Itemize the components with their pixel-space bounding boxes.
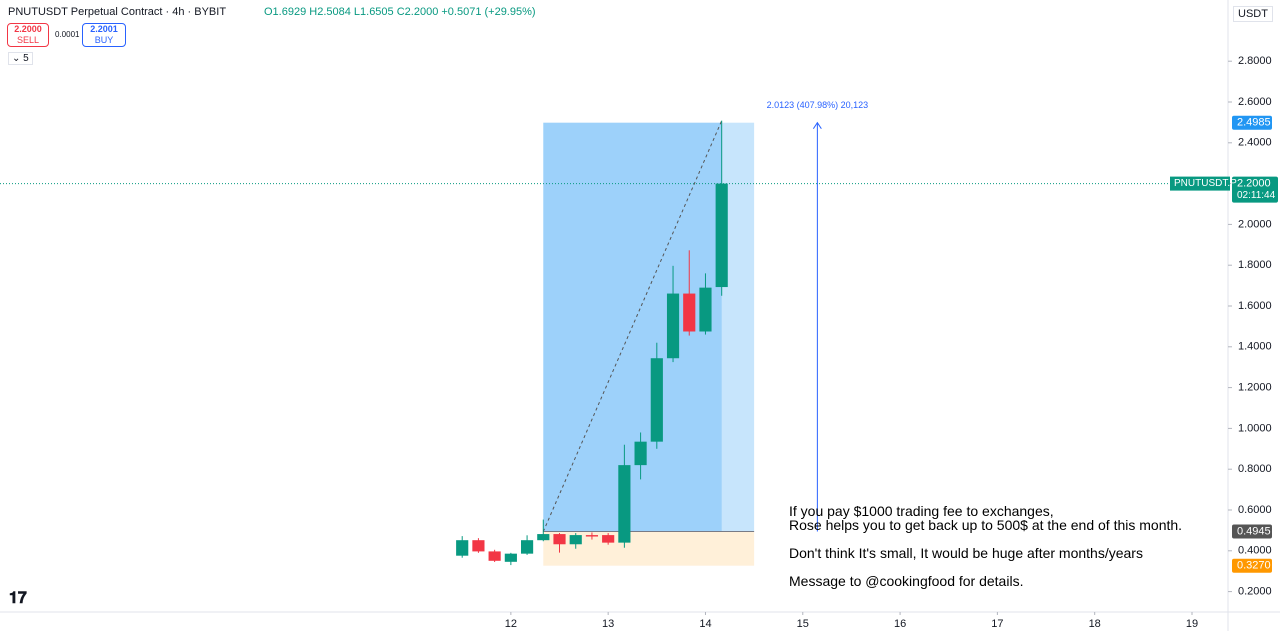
spread: 0.0001 [55,30,80,39]
x-tick-label: 12 [505,618,517,630]
y-tick-label: 0.2000 [1238,586,1272,598]
candle-body [618,465,631,543]
message-line: Don't think It's small, It would be huge… [789,545,1143,561]
entry-badge-label: 0.4945 [1237,525,1271,537]
candle-body [650,358,663,442]
message-line: If you pay $1000 trading fee to exchange… [789,503,1054,519]
candle-body [569,535,582,545]
y-tick-label: 0.8000 [1238,463,1272,475]
stop-badge [1232,558,1272,573]
y-tick-label: 1.0000 [1238,422,1272,434]
candle-body [504,553,517,562]
candle-body [553,534,566,545]
candle-body [456,540,469,556]
candle-body [488,551,501,561]
countdown: 02:11:44 [1237,190,1276,201]
target-badge-label: 2.4985 [1237,117,1271,129]
sell-price: 2.2000 [14,24,42,34]
x-tick-label: 19 [1186,618,1198,630]
x-tick-label: 13 [602,618,614,630]
candle-body [472,540,485,552]
entry-badge [1232,524,1272,539]
y-tick-label: 1.4000 [1238,341,1272,353]
y-tick-label: 2.8000 [1238,55,1272,67]
candle-body [683,293,696,332]
sell-button[interactable]: 2.2000 SELL [7,23,49,47]
y-tick-label: 1.8000 [1238,259,1272,271]
target-badge [1232,115,1272,130]
y-tick-label: 2.4000 [1238,137,1272,149]
last-price-label: 2.2000 [1237,178,1271,190]
trend-line [542,120,723,532]
y-tick-label: 1.2000 [1238,382,1272,394]
measure-label: 2.0123 (407.98%) 20,123 [767,100,869,110]
candle-body [537,534,550,541]
last-price-badge [1232,176,1278,203]
candle-body [585,535,599,537]
message-line: Rose helps you to get back up to 500$ at… [789,517,1183,533]
symbol-badge-label: PNUTUSDT.P [1174,178,1237,189]
message-line: Message to @cookingfood for details. [789,573,1024,589]
symbol-badge [1170,176,1230,191]
stop-badge-label: 0.3270 [1237,560,1271,572]
currency[interactable]: USDT [1233,6,1273,22]
x-tick-label: 18 [1089,618,1101,630]
candle-body [634,441,647,466]
sell-label: SELL [16,35,40,45]
buy-price: 2.2001 [90,24,118,34]
logo: 𝟏𝟕 [9,590,27,607]
y-tick-label: 0.4000 [1238,545,1272,557]
candle-body [715,183,728,288]
symbol[interactable]: PNUTUSDT Perpetual Contract · 4h · BYBIT [8,6,227,18]
y-tick-label: 2.6000 [1238,96,1272,108]
x-tick-label: 15 [797,618,809,630]
x-tick-label: 17 [991,618,1003,630]
indicators-toggle[interactable]: ⌄ 5 [8,52,33,65]
candle-body [699,287,712,332]
y-tick-label: 2.0000 [1238,218,1272,230]
y-tick-label: 0.6000 [1238,504,1272,516]
y-tick-label: 1.6000 [1238,300,1272,312]
x-tick-label: 14 [699,618,711,630]
x-tick-label: 16 [894,618,906,630]
buy-label: BUY [94,35,114,45]
buy-button[interactable]: 2.2001 BUY [82,23,126,47]
candle-body [520,540,534,554]
indicators-count: 5 [23,53,29,64]
ohlc: O1.6929 H2.5084 L1.6505 C2.2000 +0.5071 … [264,6,536,18]
arrow-head [812,121,822,129]
candle-body [602,535,615,543]
candle-body [666,293,680,359]
